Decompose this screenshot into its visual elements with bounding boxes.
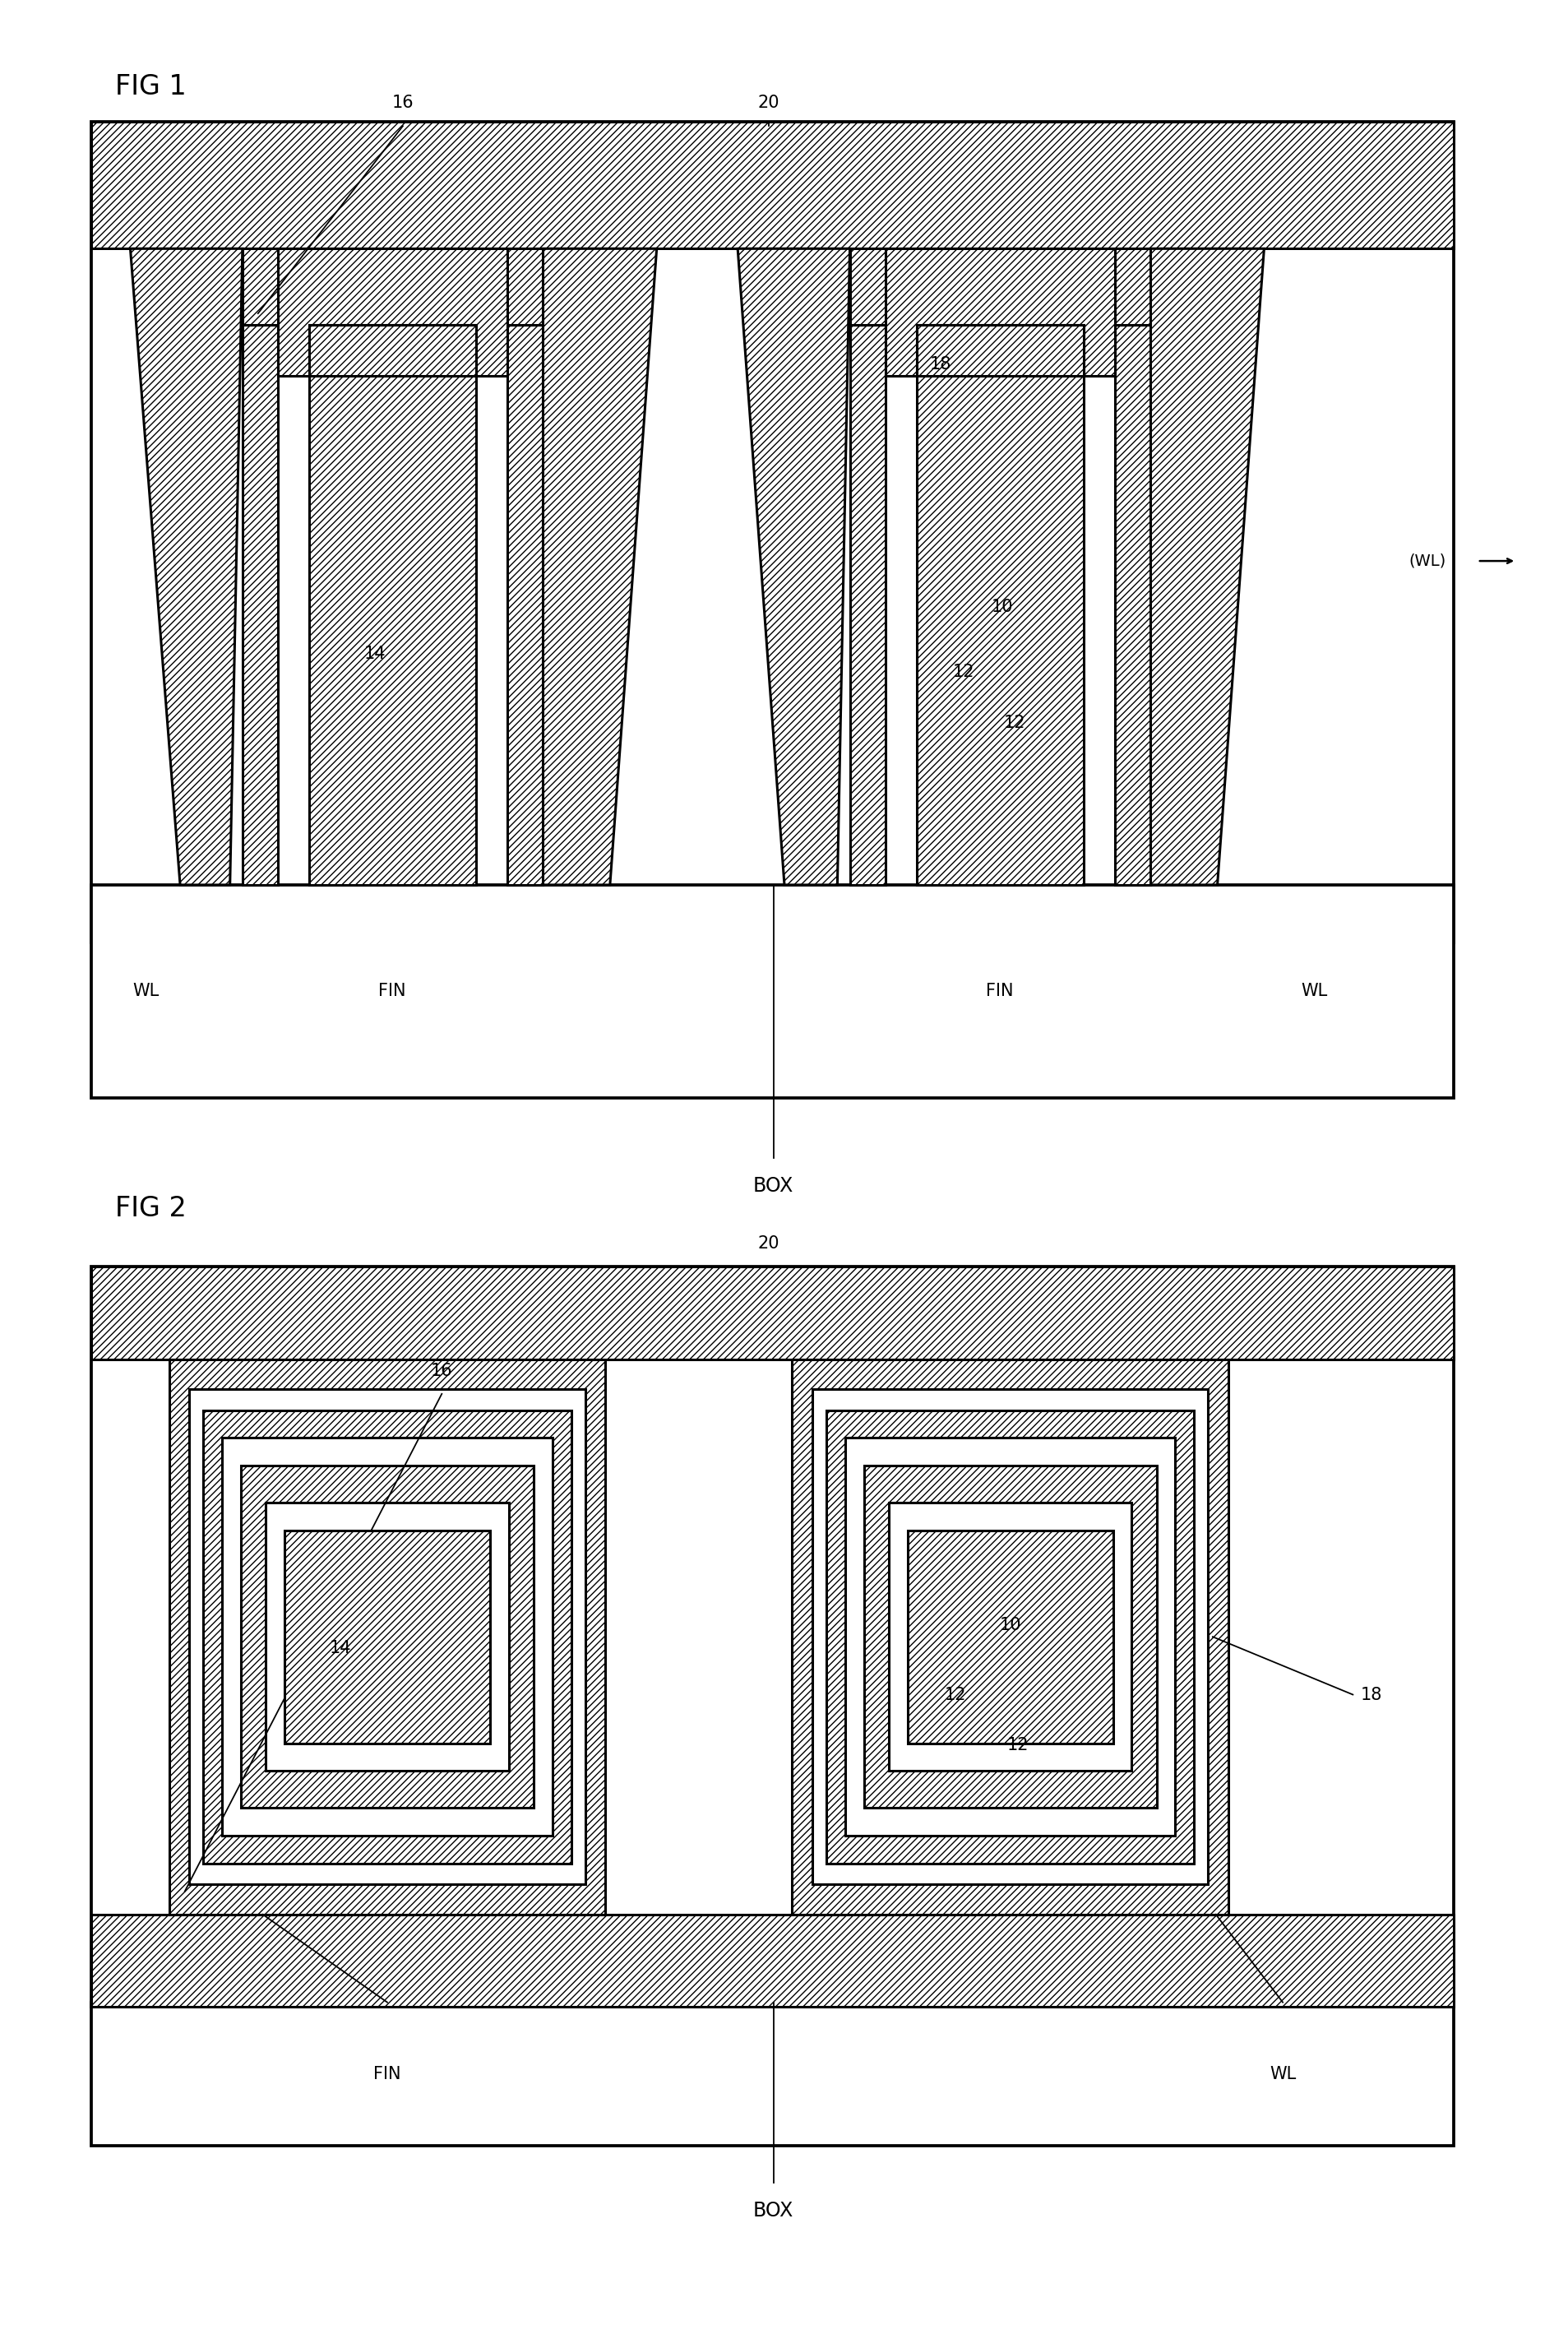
Text: FIN: FIN	[378, 983, 406, 1000]
Text: 10: 10	[999, 1616, 1021, 1634]
Bar	[906, 1530, 1112, 1744]
Text: BOX: BOX	[753, 2202, 793, 2220]
Bar	[886, 249, 1113, 377]
Bar	[204, 1409, 571, 1865]
Text: FIG 2: FIG 2	[114, 1195, 187, 1223]
Text: 20: 20	[757, 1235, 779, 1251]
Polygon shape	[130, 249, 243, 886]
Text: 18: 18	[1359, 1686, 1381, 1702]
Text: WL: WL	[1300, 983, 1327, 1000]
Text: 16: 16	[392, 95, 414, 112]
Bar	[916, 326, 1083, 377]
Bar	[243, 249, 543, 326]
Polygon shape	[530, 249, 657, 886]
Bar	[792, 1360, 1228, 1913]
Bar	[91, 886, 1454, 1097]
Bar	[169, 1360, 605, 1913]
Bar	[284, 1530, 489, 1744]
Bar	[309, 326, 475, 377]
Text: FIN: FIN	[373, 2067, 401, 2083]
Text: 12: 12	[1007, 1737, 1029, 1753]
Bar	[506, 326, 543, 886]
Text: 12: 12	[944, 1686, 966, 1702]
Text: FIG 1: FIG 1	[114, 72, 187, 100]
Bar	[845, 1437, 1174, 1837]
Polygon shape	[1137, 249, 1264, 886]
Bar	[826, 1409, 1193, 1865]
Text: 14: 14	[364, 646, 386, 663]
Bar	[278, 249, 506, 377]
Bar	[91, 121, 1454, 942]
Bar	[850, 249, 1149, 326]
Bar	[91, 2002, 1454, 2146]
Text: WL: WL	[1269, 2067, 1295, 2083]
Bar	[91, 1267, 1454, 1360]
Text: 12: 12	[1004, 714, 1025, 730]
Text: 20: 20	[757, 95, 779, 112]
Bar	[309, 326, 475, 886]
Polygon shape	[737, 249, 850, 886]
Bar	[91, 121, 1454, 249]
Bar	[916, 326, 1083, 886]
Bar	[241, 1465, 533, 1809]
Text: WL: WL	[133, 983, 158, 1000]
Bar	[864, 1465, 1156, 1809]
Text: 14: 14	[329, 1639, 351, 1658]
Bar	[1113, 326, 1149, 886]
Text: (WL): (WL)	[1408, 553, 1446, 570]
Text: 18: 18	[928, 356, 950, 372]
Bar	[265, 1502, 508, 1772]
Bar	[243, 326, 278, 886]
Bar	[91, 1913, 1454, 2006]
Text: 12: 12	[952, 665, 974, 681]
Text: 16: 16	[431, 1362, 453, 1379]
Bar	[190, 1390, 585, 1883]
Text: 10: 10	[991, 600, 1013, 616]
Text: BOX: BOX	[753, 1176, 793, 1195]
Bar	[223, 1437, 552, 1837]
Text: FIN: FIN	[985, 983, 1013, 1000]
Bar	[889, 1502, 1131, 1772]
Bar	[91, 1267, 1454, 2006]
Bar	[812, 1390, 1207, 1883]
Bar	[850, 326, 886, 886]
